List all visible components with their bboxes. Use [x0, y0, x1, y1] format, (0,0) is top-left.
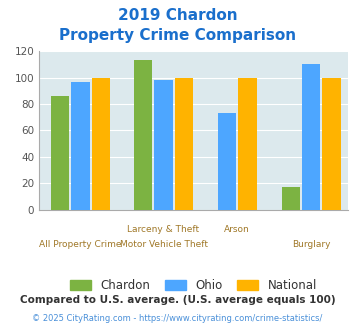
Bar — [134, 60, 152, 210]
Text: Motor Vehicle Theft: Motor Vehicle Theft — [120, 240, 208, 248]
Text: Property Crime Comparison: Property Crime Comparison — [59, 28, 296, 43]
Text: © 2025 CityRating.com - https://www.cityrating.com/crime-statistics/: © 2025 CityRating.com - https://www.city… — [32, 314, 323, 323]
Bar — [302, 64, 320, 210]
Bar — [218, 113, 236, 210]
Text: All Property Crime: All Property Crime — [39, 240, 122, 248]
Text: Arson: Arson — [224, 225, 250, 234]
Bar — [154, 80, 173, 210]
Bar — [51, 96, 70, 210]
Legend: Chardon, Ohio, National: Chardon, Ohio, National — [66, 276, 321, 296]
Text: Larceny & Theft: Larceny & Theft — [127, 225, 200, 234]
Text: 2019 Chardon: 2019 Chardon — [118, 8, 237, 23]
Text: Burglary: Burglary — [292, 240, 330, 248]
Bar — [282, 187, 300, 210]
Bar — [71, 82, 90, 210]
Bar — [92, 78, 110, 210]
Bar — [238, 78, 257, 210]
Bar — [175, 78, 193, 210]
Bar — [322, 78, 340, 210]
Text: Compared to U.S. average. (U.S. average equals 100): Compared to U.S. average. (U.S. average … — [20, 295, 335, 305]
